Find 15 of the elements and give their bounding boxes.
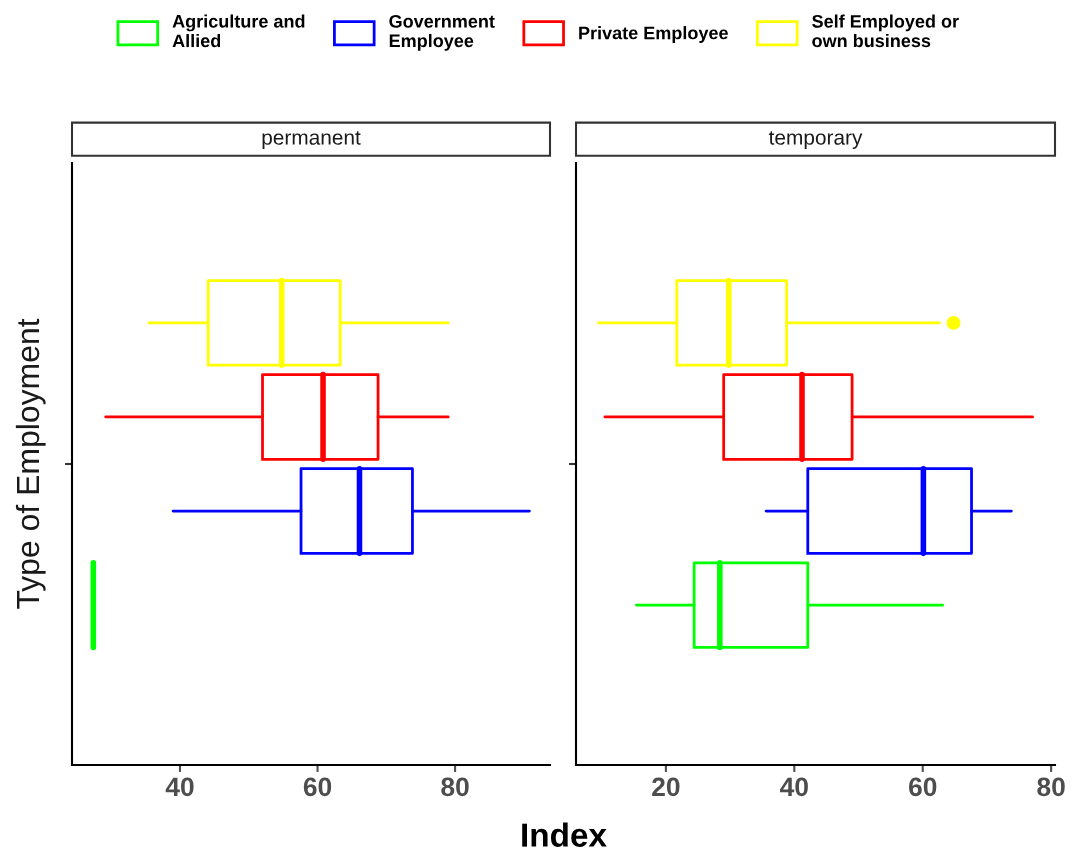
x-tick-label: 20: [652, 777, 680, 797]
chart-title: permanent: [262, 131, 361, 149]
y-axis-title: Type of Employment: [15, 318, 46, 609]
legend-label: Agriculture and Allied: [172, 14, 305, 48]
x-tick-label: 60: [303, 777, 332, 797]
x-axis-title: Index: [522, 822, 607, 847]
x-tick-label: 40: [165, 777, 194, 797]
chart-title: temporary: [768, 131, 863, 149]
x-tick-label: 60: [909, 777, 937, 797]
x-tick-label: 40: [780, 777, 808, 797]
x-tick-label: 80: [441, 777, 469, 797]
legend-label: Government Employee: [389, 14, 495, 51]
x-tick-label: 80: [1037, 777, 1065, 797]
legend-label: Private Employee: [579, 26, 728, 43]
legend-label: Self Employed or own business: [812, 14, 959, 48]
